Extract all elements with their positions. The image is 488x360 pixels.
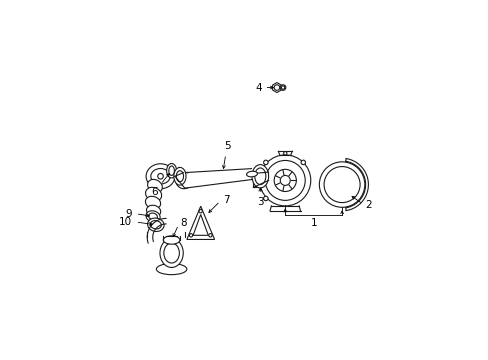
Ellipse shape	[166, 163, 176, 178]
Text: 2: 2	[365, 201, 371, 210]
Ellipse shape	[163, 236, 180, 244]
Ellipse shape	[145, 196, 160, 209]
Ellipse shape	[150, 168, 170, 184]
Ellipse shape	[148, 213, 157, 220]
Ellipse shape	[147, 218, 164, 231]
Text: 9: 9	[125, 209, 132, 219]
Ellipse shape	[145, 187, 162, 201]
Ellipse shape	[168, 166, 174, 175]
Circle shape	[274, 169, 296, 192]
Text: 5: 5	[222, 141, 230, 168]
Circle shape	[283, 152, 286, 155]
Text: 4: 4	[255, 82, 261, 93]
Ellipse shape	[251, 165, 268, 188]
Text: 8: 8	[180, 219, 186, 228]
Circle shape	[280, 175, 290, 185]
Ellipse shape	[246, 171, 257, 177]
Ellipse shape	[146, 164, 175, 189]
Text: 7: 7	[223, 195, 229, 205]
Ellipse shape	[173, 167, 185, 185]
Circle shape	[281, 86, 284, 89]
Text: 10: 10	[119, 217, 132, 227]
Ellipse shape	[163, 243, 179, 263]
Circle shape	[280, 85, 285, 90]
Ellipse shape	[150, 221, 161, 229]
Ellipse shape	[160, 239, 183, 267]
Circle shape	[301, 160, 305, 165]
Circle shape	[263, 160, 267, 165]
Circle shape	[259, 155, 310, 206]
Circle shape	[199, 210, 202, 213]
Circle shape	[324, 167, 359, 203]
Circle shape	[274, 85, 279, 90]
Ellipse shape	[254, 168, 265, 185]
Circle shape	[208, 234, 212, 237]
Circle shape	[265, 161, 305, 201]
Ellipse shape	[145, 211, 160, 222]
Ellipse shape	[146, 205, 161, 217]
Circle shape	[158, 174, 163, 179]
Circle shape	[189, 234, 192, 237]
Text: 6: 6	[151, 187, 158, 197]
Text: 3: 3	[257, 197, 263, 207]
Ellipse shape	[176, 171, 183, 182]
Circle shape	[319, 162, 364, 207]
Ellipse shape	[147, 179, 162, 193]
Text: 1: 1	[310, 219, 317, 228]
Ellipse shape	[156, 264, 186, 275]
Circle shape	[263, 196, 267, 201]
